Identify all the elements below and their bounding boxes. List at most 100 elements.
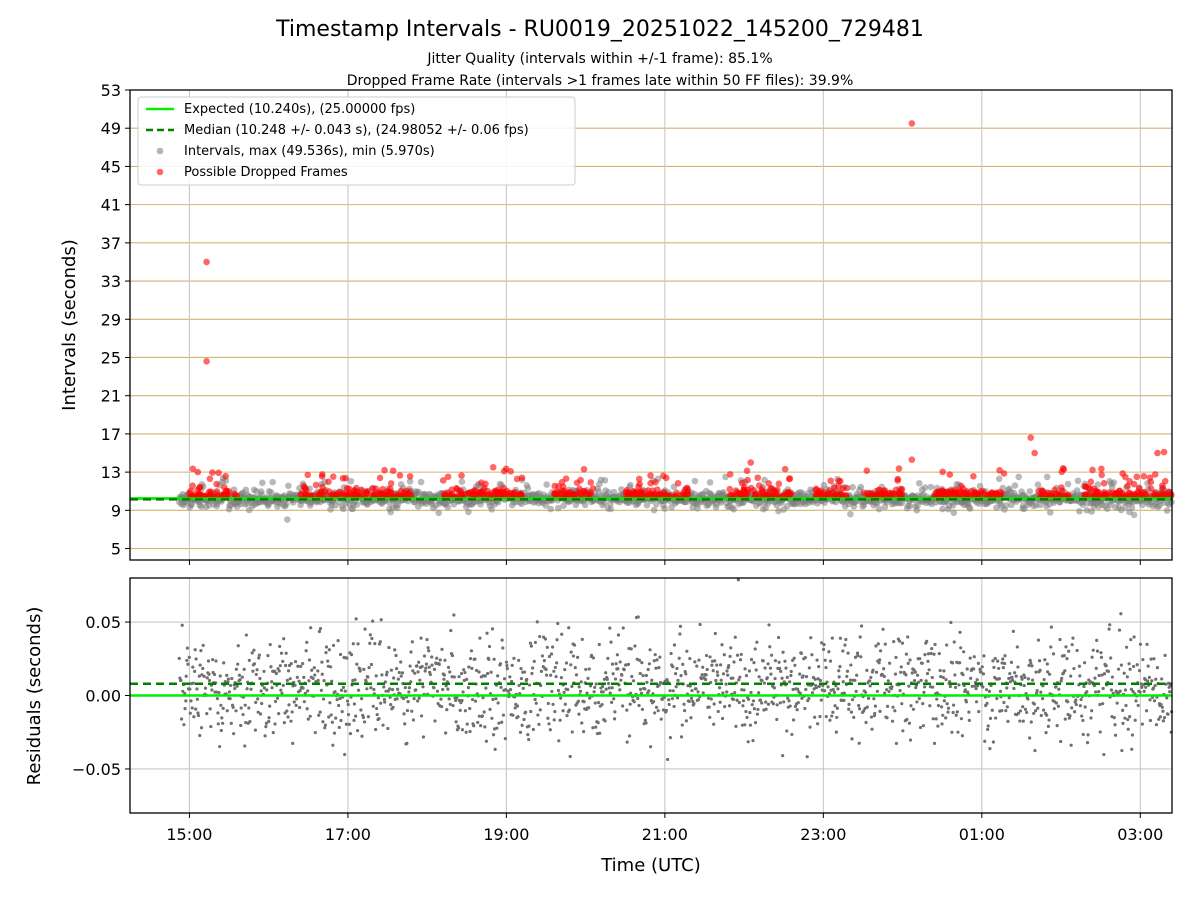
residual-point [937, 652, 941, 656]
residual-point [389, 668, 394, 672]
residual-point [301, 662, 305, 666]
residual-point [952, 640, 956, 644]
residual-point [211, 658, 215, 662]
residual-point [993, 656, 997, 661]
residual-point [1154, 677, 1158, 681]
residual-point [622, 668, 626, 672]
residual-point [415, 664, 419, 668]
residual-point [320, 672, 324, 676]
residual-point [627, 734, 632, 738]
residual-point [184, 674, 188, 678]
residual-point [959, 717, 963, 721]
residual-point [210, 688, 214, 692]
residual-point [869, 675, 873, 680]
residual-point [559, 676, 563, 680]
residual-point [835, 706, 839, 710]
residual-point [1101, 686, 1105, 691]
residual-point [918, 657, 922, 661]
residual-point [857, 707, 862, 711]
interval-point [1043, 473, 1051, 481]
residual-point [1140, 722, 1145, 726]
residual-point [219, 728, 223, 733]
dropped-frame-point [962, 490, 970, 498]
residual-point [596, 721, 600, 725]
residual-point [753, 721, 758, 725]
residual-point [424, 666, 428, 670]
residual-point [201, 643, 205, 647]
residual-point [544, 667, 548, 672]
residual-point [760, 701, 764, 705]
residual-point [586, 676, 590, 680]
dropped-frame-point [1141, 491, 1148, 499]
residual-point [177, 656, 181, 661]
residual-point [1002, 661, 1007, 666]
interval-point [1064, 480, 1072, 488]
residual-point [946, 706, 951, 710]
residual-point [741, 699, 746, 703]
residual-point [626, 662, 631, 666]
interval-point [1110, 479, 1118, 486]
residual-point [1098, 730, 1102, 734]
residual-point [998, 689, 1003, 693]
residual-point [456, 726, 461, 730]
dropped-frame-point [1100, 480, 1108, 487]
dropped-frame-point [738, 479, 746, 487]
dropped-frame-point [1093, 491, 1100, 499]
dropped-frame-point [635, 483, 642, 490]
residual-point [1085, 690, 1089, 694]
residual-point [385, 670, 389, 674]
residual-point [551, 702, 555, 707]
residual-point [257, 656, 261, 660]
residual-point [196, 713, 201, 718]
residual-point [487, 644, 492, 649]
residual-point [294, 697, 299, 701]
residual-point [625, 740, 629, 744]
residual-point [1058, 637, 1062, 642]
residual-point [409, 650, 413, 654]
residual-point [723, 704, 727, 709]
residual-point [951, 710, 955, 715]
residual-point [563, 667, 567, 672]
residual-point [871, 668, 875, 672]
residual-point [179, 717, 184, 721]
dropped-frame-point [587, 479, 595, 486]
residual-point [972, 655, 976, 659]
residual-point [556, 688, 561, 693]
residual-point [554, 675, 558, 679]
residual-point [435, 656, 439, 660]
residual-point [455, 696, 459, 700]
residual-point [796, 700, 800, 705]
interval-point [417, 478, 425, 486]
residual-point [873, 711, 877, 716]
residual-point [1039, 713, 1043, 718]
dropped-frame-point [767, 485, 775, 492]
residual-point [739, 652, 743, 657]
residual-point [375, 706, 379, 711]
dropped-frame-point [629, 490, 637, 498]
residual-point [253, 728, 257, 732]
residual-point [264, 721, 269, 725]
residual-point [439, 697, 443, 701]
residual-point [870, 727, 874, 731]
dropped-frame-point [482, 480, 489, 488]
residual-point [866, 696, 871, 700]
residual-point [275, 696, 280, 700]
residual-point [198, 663, 202, 667]
residual-point [285, 709, 289, 713]
residual-point [216, 711, 220, 715]
residual-point [556, 621, 560, 626]
residual-point [798, 691, 802, 696]
interval-point [1094, 481, 1102, 488]
residual-point [1012, 671, 1017, 675]
residual-point [885, 716, 889, 720]
residual-point [1001, 666, 1005, 670]
residual-point [1095, 649, 1100, 653]
residual-point [661, 708, 666, 712]
residual-point [313, 673, 317, 677]
residual-point [359, 697, 364, 701]
residual-point [977, 709, 981, 714]
residual-point [1131, 689, 1135, 694]
residual-point [715, 663, 719, 667]
residual-point [855, 673, 859, 677]
residual-point [855, 651, 860, 655]
